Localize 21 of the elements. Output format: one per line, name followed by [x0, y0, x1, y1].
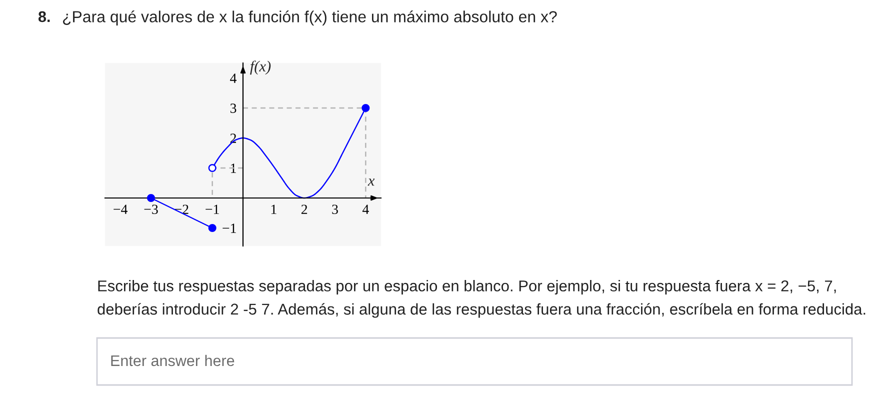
x-tick-label: 1 — [271, 204, 276, 214]
x-axis-title: x — [368, 178, 375, 186]
y-tick-label: −1 — [222, 224, 236, 233]
y-tick-label: 4 — [230, 74, 237, 83]
x-tick-label: −3 — [144, 204, 158, 214]
x-tick-label: −2 — [174, 204, 188, 214]
point — [208, 164, 216, 172]
point — [146, 194, 156, 202]
text: Escribe tus respuestas separadas por un espacio en blanco. Por ejemplo, si tu respuesta fuera x = 2, −5, 7, deberías introducir 2 -5 7. Además, si alguna de las respuestas fuera una fracción, escríbela en forma reducida. — [98, 280, 866, 318]
text: Enter answer here — [111, 354, 234, 366]
point — [208, 224, 216, 232]
x-tick-label: −4 — [114, 204, 128, 214]
x-tick-label: 2 — [301, 204, 308, 214]
point — [362, 104, 370, 112]
y-axis-title: f(x) — [250, 60, 271, 75]
x-tick-label: 4 — [362, 204, 369, 214]
y-tick-label: 3 — [230, 104, 236, 113]
chart-title: ¿Para qué valores de x la función f(x) tiene un máximo absoluto en x? — [63, 10, 557, 26]
x-tick-label: −1 — [206, 204, 219, 214]
text: 8. — [38, 11, 50, 22]
x-tick-label: 3 — [332, 204, 338, 214]
